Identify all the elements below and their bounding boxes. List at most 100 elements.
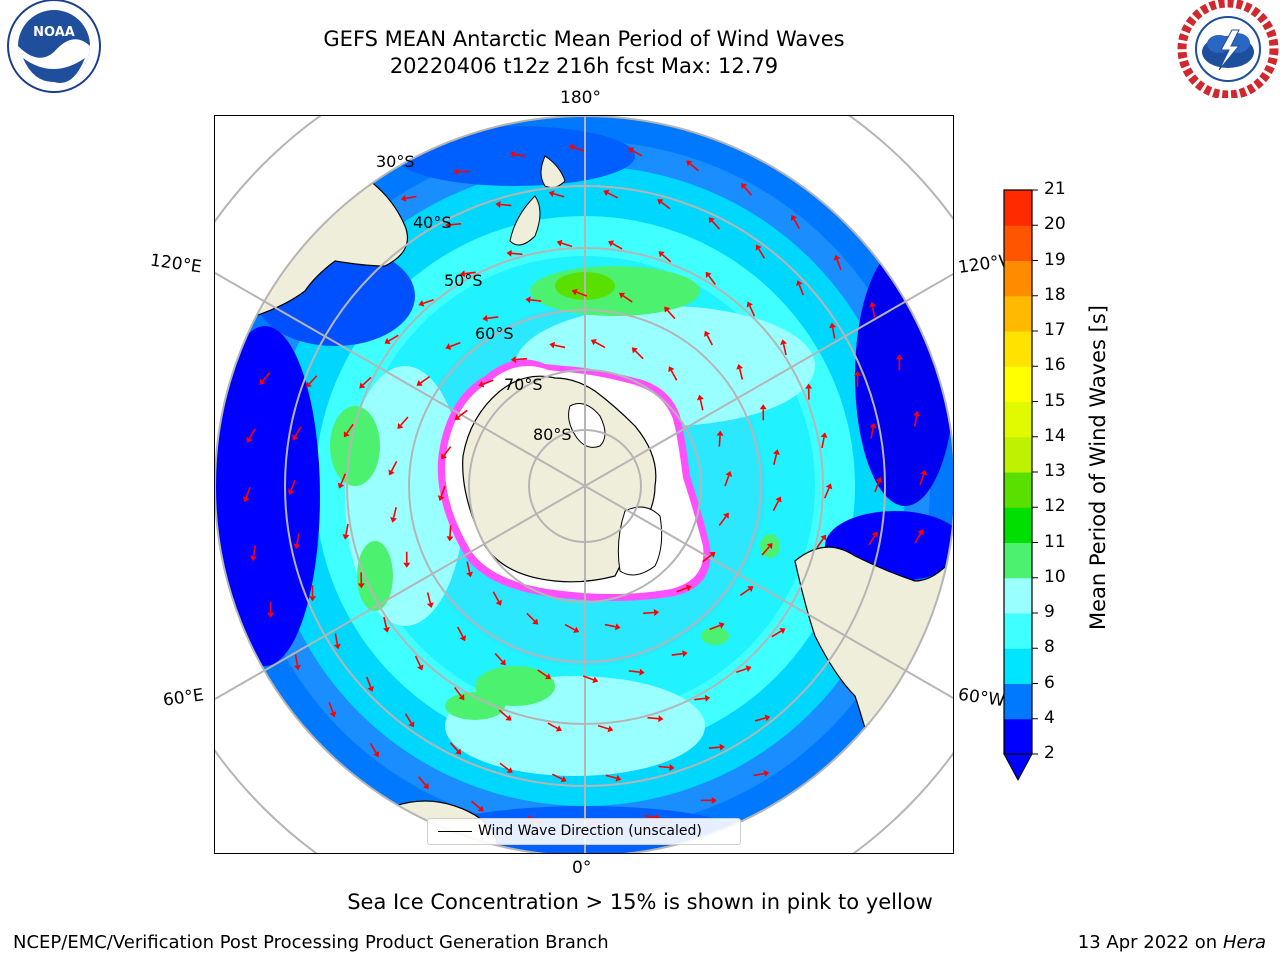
wind-wave-arrow-head [657,199,664,205]
wind-wave-arrow-head [305,381,312,388]
wind-wave-arrow-head [333,643,341,650]
legend-label: Wind Wave Direction (unscaled) [478,823,702,839]
wind-wave-arrow-shaft [576,291,588,297]
wind-wave-arrow-shaft [362,376,372,386]
wind-wave-arrow-head [525,296,531,304]
noaa-logo: NOAA [7,0,101,93]
lon-label-120e: 120°E [148,250,203,278]
wind-wave-arrow-shaft [754,717,766,722]
wind-wave-arrow-shaft [771,630,782,638]
wind-wave-arrow-head [766,542,773,550]
wind-wave-arrow-shaft [346,423,354,434]
wind-wave-arrow-head [763,770,770,778]
colorbar-tick-label: 14 [1044,425,1066,446]
wind-wave-arrow-head [308,596,316,602]
colorbar-segment [1004,507,1032,543]
wind-wave-arrow-shaft [554,344,566,349]
wind-wave-arrow-head [664,306,671,313]
wind-wave-arrow-head [658,251,665,258]
wind-wave-arrow-shaft [605,774,617,780]
wind-wave-arrow-head [705,271,712,278]
wind-wave-arrow-head [287,489,295,495]
colorbar-segment [1004,190,1032,226]
lat-label-30s: 30°S [376,152,415,171]
wind-wave-arrow-shaft [404,713,413,724]
wind-wave-arrow-head [417,664,424,671]
wind-wave-arrow-head [571,288,578,296]
lat-label-80s: 80°S [533,425,572,444]
wind-wave-arrow-head [267,612,275,618]
wind-wave-arrow-shaft [694,697,706,701]
wind-wave-arrow-head [696,394,704,401]
wind-wave-arrow-shaft [658,765,670,769]
wind-wave-arrow-head [259,378,266,385]
credit-host: Hera [1222,932,1266,953]
colorbar-segment [1004,401,1032,438]
wind-wave-arrow-shaft [450,223,462,226]
wind-wave-arrow-shaft [753,772,765,777]
wind-wave-arrow-shaft [417,776,427,786]
wind-wave-arrow-head [568,143,575,151]
wind-wave-arrow-head [454,414,461,420]
wind-wave-arrow-shaft [420,375,431,384]
wind-wave-arrow-shaft [647,716,659,720]
wind-wave-arrow-head [445,221,451,229]
wind-wave-arrow-head [445,343,452,350]
wind-wave-arrow-head [329,711,337,718]
wind-wave-arrow-head [459,270,466,278]
wind-wave-arrow-head [532,618,539,625]
wind-wave-arrow-head [653,608,660,616]
wind-wave-arrow-head [383,627,390,633]
wind-wave-arrow-head [917,529,924,536]
map-legend: Wind Wave Direction (unscaled) [427,818,741,845]
wind-wave-arrow-shaft [702,554,713,563]
wind-wave-arrow-shaft [793,218,801,230]
wind-wave-arrow-shaft [661,253,672,263]
wind-wave-arrow-head [796,280,803,287]
wind-wave-arrows [242,143,928,829]
lon-label-180: 180° [560,88,601,108]
wind-wave-arrow-head [741,183,748,190]
wind-wave-arrow-shaft [440,485,446,497]
chart-subtitle: 20220406 t12z 216h fcst Max: 12.79 [389,54,779,78]
wind-wave-arrow-head [499,659,506,666]
wind-wave-arrow-shaft [582,675,594,681]
wind-wave-arrow-head [833,254,841,261]
wind-wave-arrow-shaft [494,652,504,663]
wind-wave-arrow-head [685,584,692,592]
wind-wave-arrow-shaft [757,248,766,259]
wind-wave-arrow-head [618,292,626,299]
colorbar-segment [1004,613,1032,649]
wind-wave-arrow-head [747,586,754,592]
wind-wave-arrow-shaft [761,546,770,556]
wind-wave-arrow-head [820,534,827,541]
colorbar-segment [1004,260,1032,297]
wind-wave-arrow-shaft [482,379,494,385]
colorbar-segment [1004,648,1032,684]
wind-wave-arrow-head [482,314,488,322]
ocean-patch-green [530,266,700,316]
madagascar-land [233,765,297,812]
sea-ice-note: Sea Ice Concentration > 15% is shown in … [347,890,933,914]
wind-wave-arrow-shaft [248,428,256,439]
wind-wave-arrow-shaft [711,220,721,230]
wind-wave-arrow-head [388,469,395,476]
wind-wave-arrow-head [631,347,638,354]
wind-wave-arrow-head [820,432,828,438]
colorbar-tick-label: 19 [1044,249,1066,270]
wind-wave-arrow-shaft [676,587,688,593]
wind-wave-arrow-shaft [643,611,655,615]
wind-wave-arrow-shaft [449,525,452,537]
wind-wave-arrow-head [869,422,877,429]
wind-wave-arrow-head [477,805,484,812]
wind-wave-arrow-head [384,337,391,344]
wind-wave-arrow-shaft [471,800,481,809]
graticule [215,116,953,853]
wind-wave-arrow-head [759,404,767,410]
wind-wave-arrow-head [628,147,635,154]
wind-wave-arrow-shaft [296,533,300,545]
wind-wave-arrow-shaft [718,435,721,447]
wind-wave-arrow-shaft [666,309,676,320]
wind-wave-arrow-head [293,543,301,550]
wind-wave-arrow-head [495,599,502,606]
